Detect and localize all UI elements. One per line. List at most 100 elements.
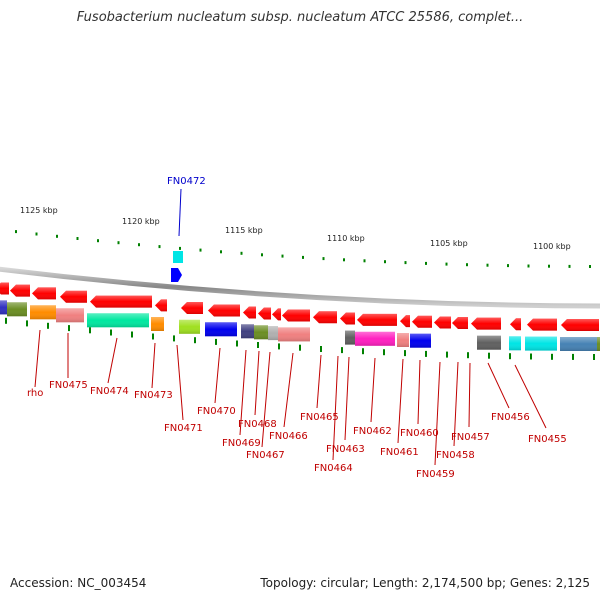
highlight-gene-FN0472[interactable]: FN0472 bbox=[167, 176, 206, 282]
lower-ticks bbox=[5, 317, 595, 360]
leader-line bbox=[514, 364, 547, 429]
scale-tick bbox=[527, 264, 530, 268]
highlight-gene-label[interactable]: FN0472 bbox=[167, 176, 206, 187]
scale-tick bbox=[179, 246, 181, 250]
gene-label-FN0473[interactable]: FN0473 bbox=[134, 390, 173, 401]
scale-tick bbox=[486, 263, 489, 267]
scale-tick bbox=[117, 241, 120, 245]
gene-label-FN0474[interactable]: FN0474 bbox=[90, 386, 129, 397]
gene-label-FN0471[interactable]: FN0471 bbox=[164, 423, 203, 434]
gene-arrow-shade bbox=[340, 312, 355, 325]
lower-tick bbox=[5, 317, 7, 324]
highlight-gene-arrow bbox=[171, 268, 182, 282]
gene-label-FN0459[interactable]: FN0459 bbox=[416, 469, 455, 480]
scale-ticks bbox=[15, 230, 591, 268]
lower-tick bbox=[362, 348, 364, 355]
lower-tick bbox=[341, 347, 343, 354]
gene-label-FN0465[interactable]: FN0465 bbox=[300, 412, 339, 423]
gene-label-FN0466[interactable]: FN0466 bbox=[269, 431, 308, 442]
lower-tick bbox=[194, 337, 196, 344]
lower-tick bbox=[236, 340, 238, 347]
leader-line bbox=[417, 359, 421, 425]
cog-block-shade bbox=[56, 308, 84, 323]
gene-arrow-shade bbox=[510, 318, 521, 331]
gene-arrow-shade bbox=[155, 299, 167, 312]
cog-block-shade bbox=[355, 331, 395, 346]
scale-label: 1105 kbp bbox=[430, 239, 468, 248]
gene-label-rho[interactable]: rho bbox=[27, 388, 43, 399]
scale-tick bbox=[404, 261, 407, 265]
lower-tick bbox=[68, 325, 70, 332]
leader-line bbox=[370, 357, 376, 423]
gene-arrow-shade bbox=[258, 307, 271, 320]
lower-tick bbox=[425, 350, 427, 357]
gene-label-FN0464[interactable]: FN0464 bbox=[314, 463, 353, 474]
cog-block-shade bbox=[397, 333, 409, 347]
scale-tick bbox=[322, 257, 325, 261]
leader-line bbox=[107, 337, 118, 384]
gene-arrow-shade bbox=[60, 290, 87, 303]
gene-arrow-shade bbox=[561, 318, 599, 331]
scale-tick bbox=[302, 255, 304, 259]
gene-arrow-shade bbox=[412, 315, 432, 328]
scale-tick bbox=[261, 253, 263, 257]
cog-block-shade bbox=[179, 319, 200, 334]
gene-arrow-shade bbox=[434, 316, 451, 329]
scale-tick bbox=[56, 234, 58, 238]
lower-tick bbox=[131, 331, 133, 338]
scale-tick bbox=[425, 261, 427, 265]
scale-label: 1125 kbp bbox=[20, 206, 58, 215]
gene-arrow-shade bbox=[527, 318, 557, 331]
scale-tick bbox=[466, 263, 468, 267]
scale-tick bbox=[281, 254, 284, 258]
lower-tick bbox=[299, 344, 301, 351]
gene-label-FN0475[interactable]: FN0475 bbox=[49, 380, 88, 391]
leader-line bbox=[261, 351, 271, 448]
leader-line bbox=[283, 352, 294, 428]
gene-label-FN0461[interactable]: FN0461 bbox=[380, 447, 419, 458]
gene-arrow-shade bbox=[313, 311, 337, 324]
gene-label-FN0469[interactable]: FN0469 bbox=[222, 438, 261, 449]
gene-arrow-shade bbox=[243, 306, 256, 319]
gene-label-FN0470[interactable]: FN0470 bbox=[197, 406, 236, 417]
scale-tick bbox=[35, 232, 38, 236]
lower-tick bbox=[530, 353, 532, 360]
gene-arrow-shade bbox=[400, 315, 410, 328]
cog-block-shade bbox=[205, 322, 237, 337]
cog-color-blocks bbox=[0, 300, 600, 351]
gene-label-FN0460[interactable]: FN0460 bbox=[400, 428, 439, 439]
cog-block-shade bbox=[345, 330, 355, 345]
scale-tick bbox=[568, 264, 571, 268]
cog-block-shade bbox=[0, 300, 7, 315]
scale-tick bbox=[445, 262, 448, 266]
gene-label-FN0458[interactable]: FN0458 bbox=[436, 450, 475, 461]
lower-tick bbox=[47, 322, 49, 329]
gene-label-FN0468[interactable]: FN0468 bbox=[238, 419, 277, 430]
lower-tick bbox=[26, 320, 28, 327]
leader-line bbox=[344, 356, 350, 441]
gene-label-FN0455[interactable]: FN0455 bbox=[528, 434, 567, 445]
cog-block-shade bbox=[151, 317, 164, 331]
lower-tick bbox=[215, 338, 217, 345]
scale-label: 1100 kbp bbox=[533, 242, 571, 251]
cog-block-shade bbox=[30, 305, 56, 320]
cog-block-shade bbox=[477, 335, 501, 350]
lower-tick bbox=[593, 354, 595, 360]
cog-block-shade bbox=[560, 337, 598, 351]
lower-tick bbox=[278, 343, 280, 350]
gene-arrow-shade bbox=[452, 316, 468, 329]
gene-label-FN0467[interactable]: FN0467 bbox=[246, 450, 285, 461]
gene-arrow-shade bbox=[208, 304, 240, 317]
gene-label-FN0456[interactable]: FN0456 bbox=[491, 412, 530, 423]
cog-block-shade bbox=[509, 336, 521, 351]
leader-line bbox=[34, 329, 41, 388]
lower-tick bbox=[257, 342, 259, 348]
gene-label-FN0463[interactable]: FN0463 bbox=[326, 444, 365, 455]
gene-label-FN0457[interactable]: FN0457 bbox=[451, 432, 490, 443]
cog-block-shade bbox=[410, 333, 431, 348]
gene-label-FN0462[interactable]: FN0462 bbox=[353, 426, 392, 437]
leader-line bbox=[453, 361, 459, 447]
scale-label: 1110 kbp bbox=[327, 234, 365, 243]
scale-tick bbox=[138, 243, 140, 247]
